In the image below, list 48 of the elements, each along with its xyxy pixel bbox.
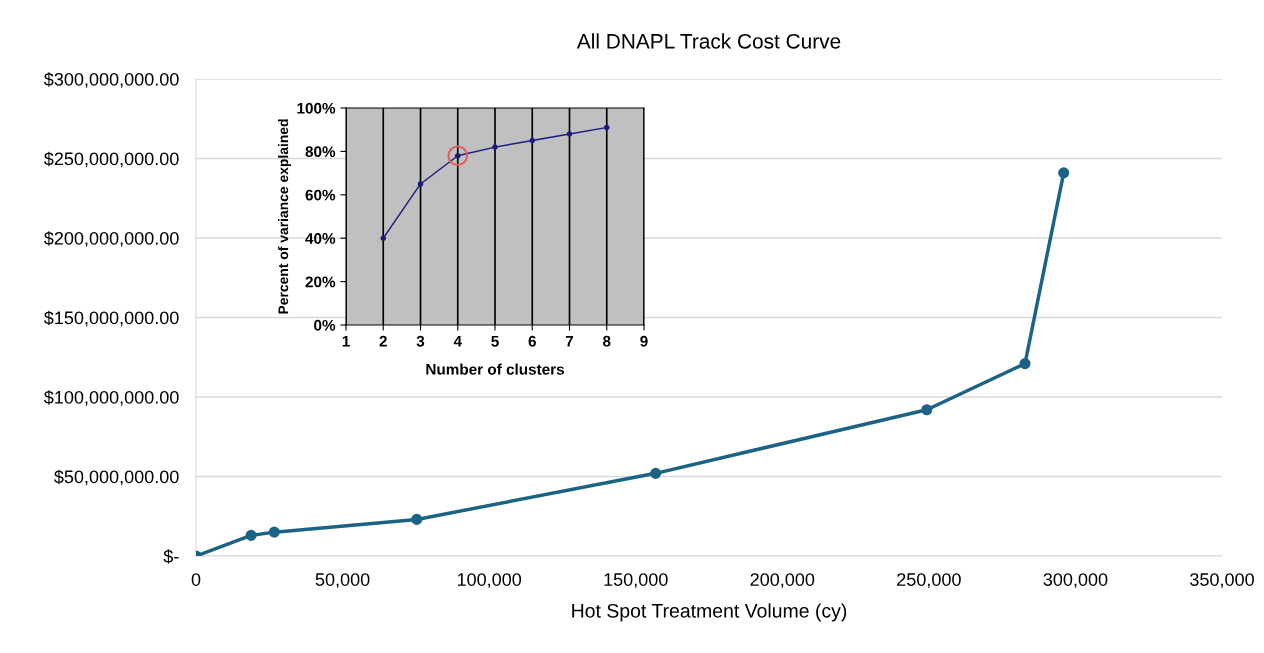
point xyxy=(417,181,424,187)
y-tick-label: $150,000,000.00 xyxy=(43,310,179,327)
x-tick-label: 350,000 xyxy=(1190,573,1254,589)
point xyxy=(447,145,469,167)
y-tick-label: $50,000,000.00 xyxy=(54,469,179,486)
y-tick-label: 40% xyxy=(305,233,336,244)
point xyxy=(650,467,662,479)
point xyxy=(1058,167,1070,179)
y-tick-label: 60% xyxy=(305,189,336,201)
x-axis-title: Hot Spot Treatment Volume (cy) xyxy=(572,603,847,622)
x-tick-label: 200,000 xyxy=(750,573,815,589)
x-tick-label: 8 xyxy=(602,335,611,347)
point xyxy=(603,124,610,131)
y-tick-label: $300,000,000.00 xyxy=(43,72,179,88)
x-tick-label: 1 xyxy=(342,335,350,347)
chart-title: All DNAPL Track Cost Curve xyxy=(576,33,841,49)
y-tick-label: $- xyxy=(163,549,179,564)
x-tick-label: 6 xyxy=(528,335,536,347)
point xyxy=(411,513,423,525)
y-tick-label: 0% xyxy=(314,319,336,331)
point xyxy=(921,404,933,416)
y-tick-label: $250,000,000.00 xyxy=(43,151,179,168)
point xyxy=(245,529,257,541)
y-tick-label: 80% xyxy=(305,146,336,158)
y-axis-title: Percent of variance explained xyxy=(278,119,291,314)
x-axis-title: Number of clusters xyxy=(426,363,564,375)
x-tick-label: 3 xyxy=(416,335,425,347)
x-tick-label: 50,000 xyxy=(315,573,370,589)
x-tick-label: 5 xyxy=(491,335,499,347)
point xyxy=(492,144,498,150)
x-tick-label: 250,000 xyxy=(897,573,961,589)
point xyxy=(1019,358,1031,370)
point xyxy=(380,235,387,241)
point xyxy=(529,137,536,144)
x-tick-label: 9 xyxy=(640,335,648,347)
x-tick-label: 150,000 xyxy=(604,573,668,589)
y-tick-label: 20% xyxy=(305,276,336,288)
y-tick-label: $100,000,000.00 xyxy=(43,390,179,406)
x-tick-label: 7 xyxy=(565,335,574,347)
point xyxy=(268,526,280,538)
y-tick-label: $200,000,000.00 xyxy=(43,231,179,247)
x-tick-label: 2 xyxy=(379,335,387,347)
point xyxy=(566,131,573,137)
x-tick-label: 0 xyxy=(191,573,201,586)
y-tick-label: 100% xyxy=(297,102,336,114)
x-tick-label: 4 xyxy=(453,335,462,347)
x-tick-label: 300,000 xyxy=(1043,573,1108,589)
x-tick-label: 100,000 xyxy=(457,573,522,589)
